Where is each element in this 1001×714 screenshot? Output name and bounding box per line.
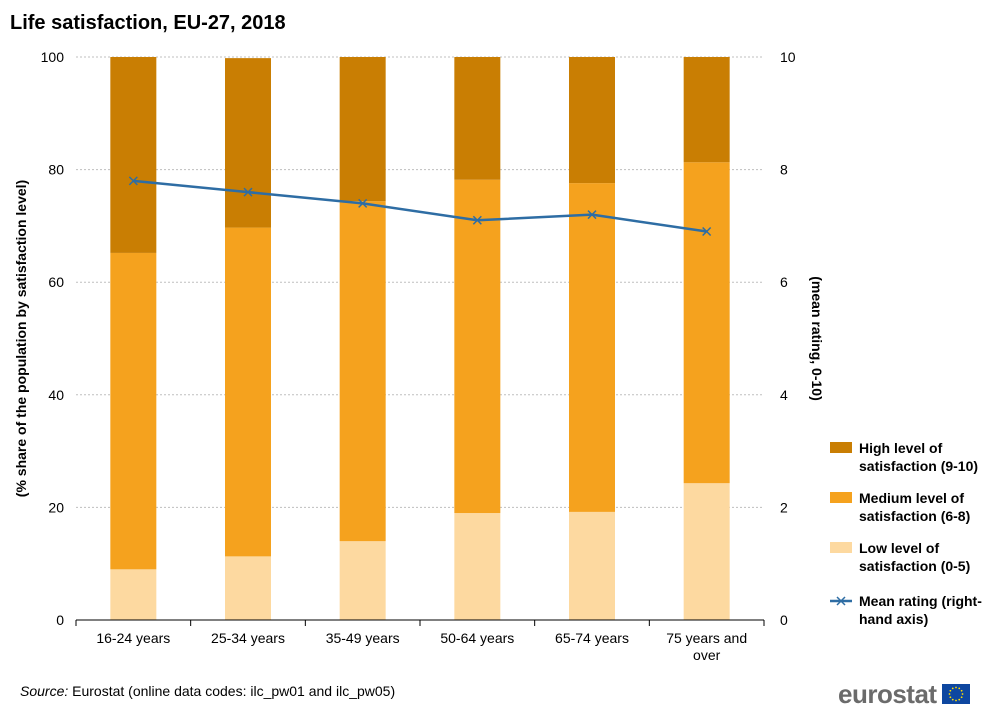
- bar-segment: [683, 57, 730, 163]
- y-tick-label: 60: [48, 274, 64, 290]
- y-right-tick-label: 10: [780, 49, 796, 65]
- legend-item: Mean rating (right-hand axis): [830, 593, 982, 627]
- legend-swatch: [830, 442, 852, 453]
- y-right-tick-label: 6: [780, 274, 788, 290]
- bar-segment: [569, 57, 615, 184]
- bar-segment: [339, 201, 386, 542]
- bar-segment: [225, 227, 271, 557]
- bar-segment: [339, 57, 386, 202]
- x-tick-label: 16-24 years: [96, 630, 170, 646]
- bar-segment: [454, 57, 501, 180]
- bar-segment: [454, 513, 501, 620]
- x-tick-label: 50-64 years: [440, 630, 514, 646]
- bar-segment: [110, 57, 157, 253]
- line-series: [133, 179, 707, 233]
- legend-item: Low level of satisfaction (0-5): [830, 540, 970, 574]
- y-tick-label: 40: [48, 387, 64, 403]
- source-note: Source: Eurostat (online data codes: ilc…: [20, 683, 395, 699]
- y-right-tick-label: 8: [780, 162, 788, 178]
- brand-name: eurostat: [838, 679, 937, 709]
- line-point: [128, 176, 138, 186]
- line-point: [243, 187, 253, 197]
- x-tick-label: 65-74 years: [555, 630, 629, 646]
- bar-segment: [454, 179, 501, 514]
- bar-segment: [339, 541, 386, 620]
- y-axis-label: (% share of the population by satisfacti…: [13, 180, 29, 497]
- bar-segment: [225, 58, 271, 228]
- y-tick-label: 80: [48, 162, 64, 178]
- bar-segment: [569, 183, 615, 512]
- bar-segment: [110, 252, 157, 570]
- line-point: [702, 226, 712, 237]
- source-label: Source:: [20, 683, 69, 699]
- legend-label: High level of satisfaction (9-10): [859, 440, 978, 474]
- legend-item: High level of satisfaction (9-10): [830, 440, 978, 474]
- chart-title: Life satisfaction, EU-27, 2018: [10, 12, 286, 34]
- line-point: [358, 198, 368, 208]
- y-right-tick-label: 0: [780, 612, 788, 628]
- bar-segment: [683, 162, 730, 484]
- line-point: [587, 210, 597, 220]
- x-tick-label: 25-34 years: [211, 630, 285, 646]
- source-text: Eurostat (online data codes: ilc_pw01 an…: [72, 683, 396, 699]
- y-right-tick-label: 4: [780, 387, 788, 403]
- y-right-axis-label: (mean rating, 0-10): [809, 276, 825, 400]
- bar-segment: [225, 556, 271, 620]
- line-point: [472, 215, 482, 225]
- y-tick-label: 100: [41, 49, 65, 65]
- bar-segment: [683, 483, 730, 620]
- x-tick-label: 35-49 years: [326, 630, 400, 646]
- eurostat-logo: eurostat: [838, 681, 970, 707]
- bar-segment: [569, 511, 615, 620]
- legend-label: Mean rating (right-hand axis): [859, 593, 982, 627]
- legend-swatch: [830, 492, 852, 503]
- x-tick-label: 75 years and over: [666, 630, 747, 663]
- legend-label: Low level of satisfaction (0-5): [859, 540, 970, 574]
- legend-item: Medium level of satisfaction (6-8): [830, 490, 970, 524]
- legend-label: Medium level of satisfaction (6-8): [859, 490, 970, 524]
- bar-segment: [110, 569, 157, 620]
- eu-flag-icon: [941, 684, 970, 704]
- legend-swatch: [830, 542, 852, 553]
- y-tick-label: 0: [56, 612, 64, 628]
- y-right-tick-label: 2: [780, 499, 788, 515]
- y-tick-label: 20: [48, 499, 64, 515]
